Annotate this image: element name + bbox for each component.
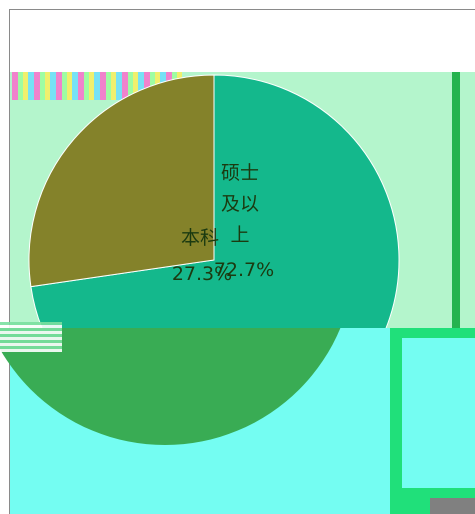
pie-lower-disc	[0, 328, 341, 445]
bottom-gray-block	[430, 498, 475, 514]
pie-slice-0	[30, 74, 400, 328]
slice-label-0-line3: 上	[230, 224, 249, 246]
right-strip	[452, 72, 460, 332]
slice-label-0-line1: 硕士	[221, 162, 259, 184]
slice-percent-1: 27.3%	[172, 263, 232, 285]
pie-slice-1	[28, 74, 215, 288]
slice-label-0-line2: 及以	[221, 193, 259, 215]
pie-lower-fragment	[0, 328, 341, 445]
right-panel-inner	[402, 338, 475, 488]
noise-fragment	[0, 322, 62, 352]
pie-upper	[28, 74, 400, 328]
slice-label-1: 本科	[181, 227, 219, 249]
slice-percent-0: 72.7%	[214, 259, 274, 281]
